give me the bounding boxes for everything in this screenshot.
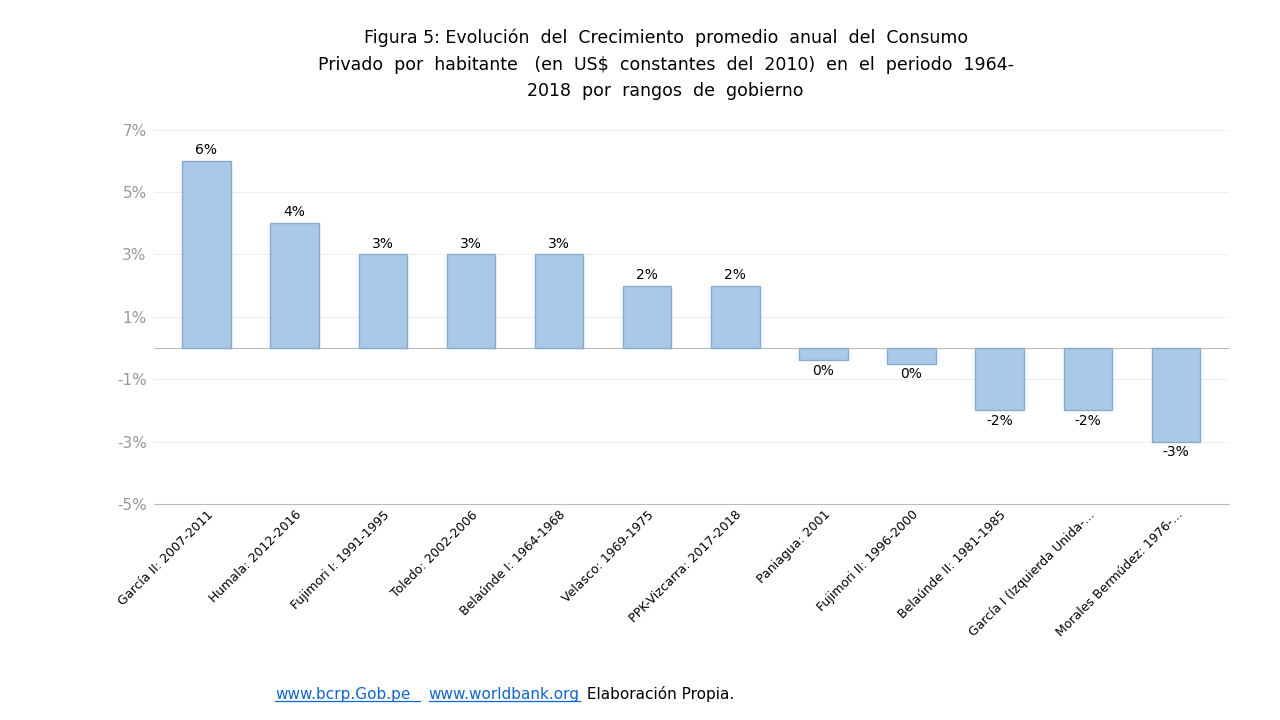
- Bar: [270, 223, 319, 348]
- Bar: [447, 254, 495, 348]
- Text: 2%: 2%: [636, 268, 658, 282]
- Text: 3%: 3%: [460, 237, 481, 251]
- Bar: [623, 286, 672, 348]
- Text: 2%: 2%: [724, 268, 746, 282]
- Bar: [710, 286, 759, 348]
- Text: Elaboración Propia.: Elaboración Propia.: [582, 686, 735, 702]
- Text: www.worldbank.org: www.worldbank.org: [429, 687, 580, 702]
- Bar: [887, 348, 936, 364]
- Text: Figura 5: Evolución  del  Crecimiento  promedio  anual  del  Consumo
Privado  po: Figura 5: Evolución del Crecimiento prom…: [317, 29, 1014, 100]
- Bar: [358, 254, 407, 348]
- Text: 6%: 6%: [196, 143, 218, 157]
- Text: www.bcrp.Gob.pe: www.bcrp.Gob.pe: [275, 687, 411, 702]
- Text: -2%: -2%: [987, 414, 1012, 428]
- Bar: [975, 348, 1024, 410]
- Text: 4%: 4%: [284, 205, 306, 220]
- Text: -2%: -2%: [1074, 414, 1101, 428]
- Text: 0%: 0%: [901, 367, 923, 382]
- Bar: [182, 161, 230, 348]
- Bar: [799, 348, 847, 361]
- Bar: [535, 254, 584, 348]
- Bar: [1064, 348, 1112, 410]
- Text: 0%: 0%: [813, 364, 835, 378]
- Bar: [1152, 348, 1201, 441]
- Text: -3%: -3%: [1162, 446, 1189, 459]
- Text: 3%: 3%: [371, 237, 394, 251]
- Text: 3%: 3%: [548, 237, 570, 251]
